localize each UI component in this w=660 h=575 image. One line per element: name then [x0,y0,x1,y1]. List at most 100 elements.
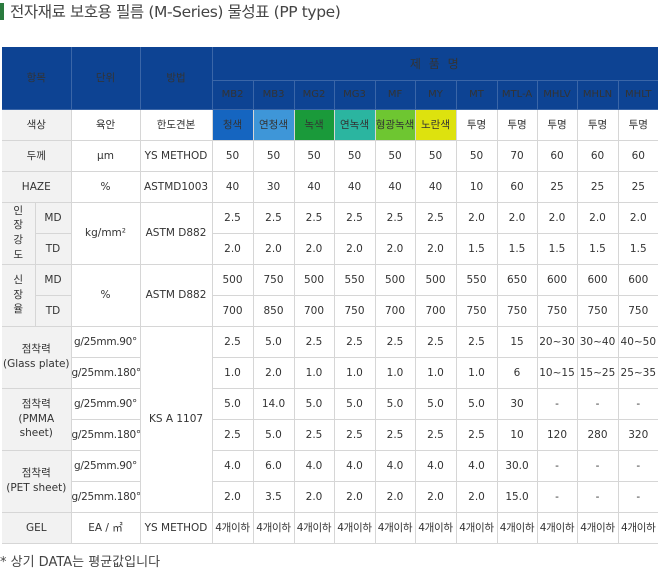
spec-table-body: 항목 단위 방법 제 품 명 MB2 MB3 MG2 MG3 MF MY MT MTL-A MH… [2,47,659,544]
label-char: 신 [13,273,24,286]
value-cell: 5.0 [294,388,335,420]
value-cell: 14.0 [253,388,295,420]
color-swatch-label: 청색 [222,118,243,131]
value-cell: - [618,481,659,513]
value-cell: - [577,388,619,420]
value-cell: 750 [577,295,619,327]
value-cell: 1.0 [415,357,457,389]
header-item: 항목 [2,47,72,110]
row-adhesion-glass-90: 점착력 (Glass plate) g/25mm.90° KS A 1107 2… [2,326,659,513]
row-unit: 육안 [71,109,141,141]
value-cell: 2.5 [456,419,498,451]
model-header-mb3: MB3 [253,80,295,110]
value-cell: 투명 [618,109,659,141]
value-cell: 4.0 [375,450,416,482]
row-unit: g/25mm.90° [71,388,141,420]
adhesion-substrate: (Glass plate) [2,358,70,370]
row-unit: g/25mm.180° [71,481,141,513]
value-cell: 노란색 [415,109,457,141]
value-cell: 4개이하 [456,512,498,544]
value-cell: 5.0 [415,388,457,420]
value-cell: 4.0 [212,450,254,482]
value-cell: 1.0 [375,357,416,389]
spec-table: 항목 단위 방법 제 품 명 MB2 MB3 MG2 MG3 MF MY MT MTL-A MH… [2,47,659,544]
color-swatch-label: 연청색 [259,118,288,131]
value-cell: 2.5 [212,419,254,451]
value-cell: 50 [212,140,254,172]
value-cell: 30~40 [577,326,619,358]
adhesion-label: 점착력 [21,397,51,410]
value-cell: 형광녹색 [375,109,416,141]
adhesion-pmma-label: 점착력 (PMMA sheet) [2,388,72,451]
value-cell: 550 [334,264,376,296]
value-cell: 50 [375,140,416,172]
value-cell: - [618,450,659,482]
value-cell: 500 [415,264,457,296]
label-char: 장 [13,288,24,301]
row-unit: g/25mm.180° [71,357,141,389]
model-header-mf: MF [375,80,416,110]
value-cell: 4개이하 [415,512,457,544]
value-cell: 2.0 [294,233,335,265]
value-cell: 5.0 [334,388,376,420]
value-cell: 2.5 [212,202,254,234]
value-cell: 280 [577,419,619,451]
row-unit: % [71,171,141,203]
value-cell: 25 [618,171,659,203]
value-cell: - [537,450,578,482]
value-cell: 70 [497,140,538,172]
value-cell: 연녹색 [334,109,376,141]
adhesion-substrate: (PET sheet) [6,482,67,494]
value-cell: 2.0 [334,481,376,513]
value-cell: 2.0 [334,233,376,265]
row-label: GEL [2,512,72,544]
value-cell: 500 [294,264,335,296]
value-cell: 750 [618,295,659,327]
value-cell: 2.5 [415,202,457,234]
header-method: 방법 [140,47,213,110]
value-cell: 60 [618,140,659,172]
value-cell: 녹색 [294,109,335,141]
value-cell: 4개이하 [497,512,538,544]
value-cell: 6.0 [253,450,295,482]
elongation-method: ASTM D882 [140,264,213,327]
value-cell: 4개이하 [537,512,578,544]
value-cell: 6 [497,357,538,389]
row-label: 색상 [2,109,72,141]
value-cell: 40 [212,171,254,203]
row-color: 색상 육안 한도견본 청색 연청색 녹색 연녹색 형광녹색 노란색 투명 투명 투명 투명 투명 [2,109,659,141]
value-cell: 2.5 [415,326,457,358]
value-cell: 700 [212,295,254,327]
model-header-mtl-a: MTL-A [497,80,538,110]
adhesion-glass-label: 점착력 (Glass plate) [2,326,72,389]
value-cell: - [537,388,578,420]
value-cell: 750 [334,295,376,327]
value-cell: 4.0 [456,450,498,482]
value-cell: 4개이하 [577,512,619,544]
value-cell: 2.5 [334,202,376,234]
model-header-mhln: MHLN [577,80,619,110]
value-cell: 4개이하 [618,512,659,544]
label-char: 강 [13,234,24,246]
value-cell: 1.5 [618,233,659,265]
label-char: 도 [13,248,24,261]
value-cell: 15.0 [497,481,538,513]
page-title: 전자재료 보호용 필름 (M-Series) 물성표 (PP type) [0,0,341,22]
value-cell: 60 [577,140,619,172]
row-unit: g/25mm.90° [71,450,141,482]
footnote: * 상기 DATA는 평균값입니다 [0,555,161,570]
adhesion-method: KS A 1107 [140,326,213,513]
value-cell: 1.0 [212,357,254,389]
value-cell: 1.5 [577,233,619,265]
row-unit: μm [71,140,141,172]
value-cell: 40~50 [618,326,659,358]
value-cell: 550 [456,264,498,296]
row-label: 두께 [2,140,72,172]
value-cell: 4.0 [415,450,457,482]
value-cell: 1.0 [456,357,498,389]
elongation-td-label: TD [35,295,72,327]
row-adhesion-pmma-180: g/25mm.180° 2.5 5.0 2.5 2.5 2.5 2.5 2.5 10 120 28… [2,419,659,451]
title-text: 전자재료 보호용 필름 (M-Series) 물성표 (PP type) [10,3,341,21]
value-cell: 25 [537,171,578,203]
value-cell: 2.5 [375,419,416,451]
